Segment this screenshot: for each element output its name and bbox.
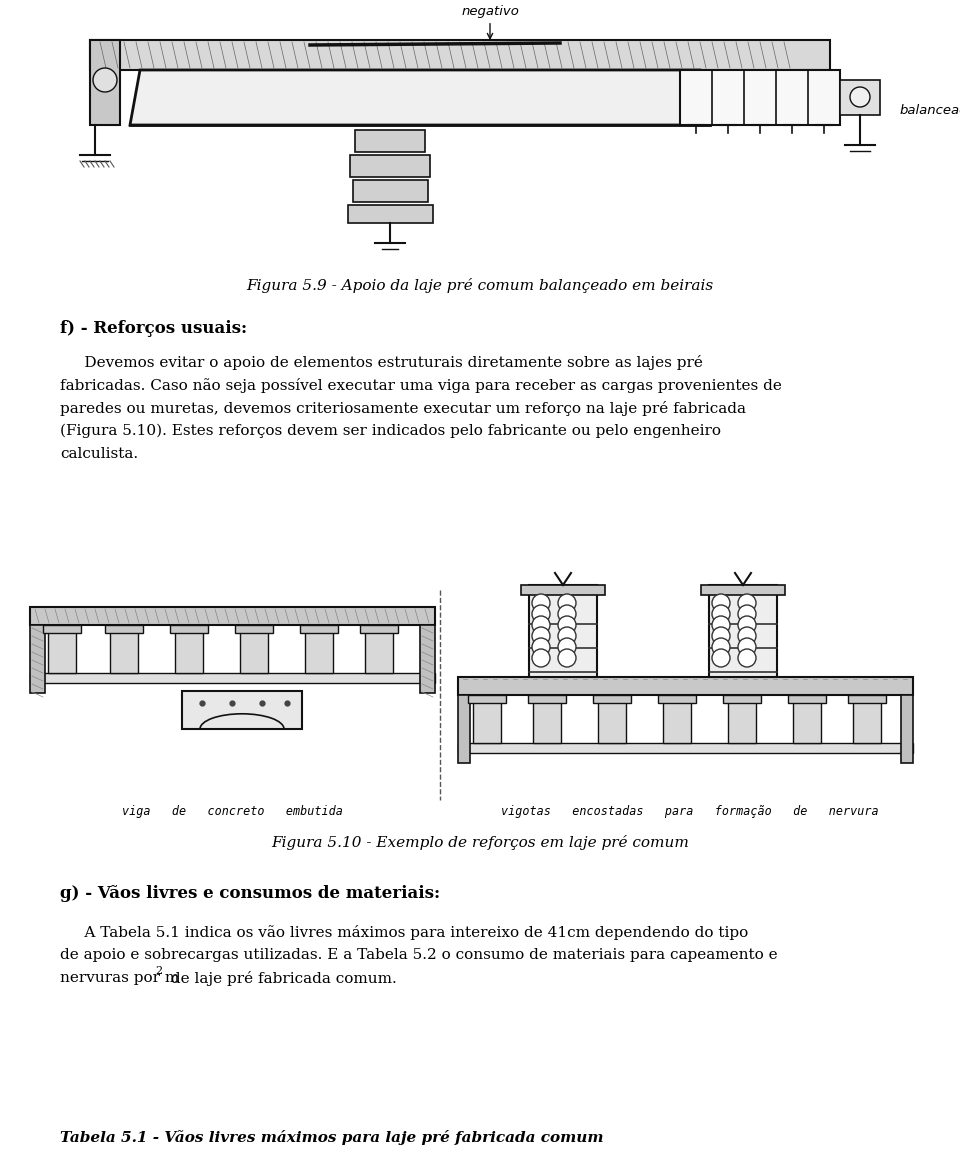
Bar xyxy=(473,695,501,743)
Text: f) - Reforços usuais:: f) - Reforços usuais: xyxy=(60,321,247,337)
Bar xyxy=(170,625,208,633)
Circle shape xyxy=(532,638,550,656)
Bar xyxy=(529,585,597,677)
Bar xyxy=(663,695,691,743)
Circle shape xyxy=(93,68,117,92)
Polygon shape xyxy=(130,70,710,125)
Bar xyxy=(458,743,913,753)
Circle shape xyxy=(738,649,756,667)
Circle shape xyxy=(532,605,550,622)
Bar xyxy=(30,673,435,683)
Bar xyxy=(353,180,428,202)
Circle shape xyxy=(738,638,756,656)
Circle shape xyxy=(558,605,576,622)
Bar xyxy=(350,154,430,177)
Bar xyxy=(840,80,880,115)
Circle shape xyxy=(712,627,730,645)
Bar xyxy=(240,625,268,673)
Circle shape xyxy=(558,615,576,634)
Text: de laje pré fabricada comum.: de laje pré fabricada comum. xyxy=(166,971,396,986)
Text: balanceado: balanceado xyxy=(900,103,960,117)
Circle shape xyxy=(532,649,550,667)
Circle shape xyxy=(738,605,756,622)
Bar xyxy=(105,625,143,633)
Bar xyxy=(48,625,76,673)
Bar xyxy=(723,695,761,703)
Text: Tabela 5.1 - Vãos livres máximos para laje pré fabricada comum: Tabela 5.1 - Vãos livres máximos para la… xyxy=(60,1130,604,1145)
Bar xyxy=(848,695,886,703)
Bar xyxy=(355,130,425,152)
Bar xyxy=(182,691,302,729)
Bar xyxy=(680,70,840,125)
Circle shape xyxy=(712,649,730,667)
Text: Figura 5.9 - Apoio da laje pré comum balançeado em beirais: Figura 5.9 - Apoio da laje pré comum bal… xyxy=(247,278,713,292)
Bar xyxy=(348,205,433,223)
Bar xyxy=(458,695,470,763)
Bar xyxy=(420,625,435,693)
Circle shape xyxy=(532,594,550,612)
Text: vigotas   encostadas   para   formação   de   nervura: vigotas encostadas para formação de nerv… xyxy=(501,805,878,818)
Bar xyxy=(43,625,81,633)
Text: (Figura 5.10). Estes reforços devem ser indicados pelo fabricante ou pelo engenh: (Figura 5.10). Estes reforços devem ser … xyxy=(60,424,721,439)
Bar xyxy=(468,695,506,703)
Circle shape xyxy=(712,605,730,622)
Bar xyxy=(901,695,913,763)
Text: Figura 5.10 - Exemplo de reforços em laje pré comum: Figura 5.10 - Exemplo de reforços em laj… xyxy=(271,835,689,849)
Bar xyxy=(528,695,566,703)
Circle shape xyxy=(532,627,550,645)
Circle shape xyxy=(558,638,576,656)
Text: de apoio e sobrecargas utilizadas. E a Tabela 5.2 o consumo de materiais para ca: de apoio e sobrecargas utilizadas. E a T… xyxy=(60,948,778,962)
Bar xyxy=(235,625,273,633)
Bar xyxy=(458,677,913,695)
Circle shape xyxy=(738,615,756,634)
Circle shape xyxy=(850,87,870,106)
Text: g) - Vãos livres e consumos de materiais:: g) - Vãos livres e consumos de materiais… xyxy=(60,885,440,902)
Bar xyxy=(658,695,696,703)
Bar xyxy=(598,695,626,743)
Circle shape xyxy=(532,615,550,634)
Text: viga   de   concreto   embutida: viga de concreto embutida xyxy=(122,805,343,818)
Bar xyxy=(300,625,338,633)
Bar xyxy=(793,695,821,743)
Circle shape xyxy=(738,594,756,612)
Text: A Tabela 5.1 indica os vão livres máximos para intereixo de 41cm dependendo do t: A Tabela 5.1 indica os vão livres máximo… xyxy=(60,925,748,940)
Circle shape xyxy=(558,627,576,645)
Text: paredes ou muretas, devemos criteriosamente executar um reforço na laje pré fabr: paredes ou muretas, devemos criteriosame… xyxy=(60,401,746,417)
Text: Devemos evitar o apoio de elementos estruturais diretamente sobre as lajes pré: Devemos evitar o apoio de elementos estr… xyxy=(60,355,703,370)
Circle shape xyxy=(558,594,576,612)
Bar xyxy=(305,625,333,673)
Bar xyxy=(788,695,826,703)
Text: fabricadas. Caso não seja possível executar uma viga para receber as cargas prov: fabricadas. Caso não seja possível execu… xyxy=(60,378,781,393)
Text: negativo: negativo xyxy=(461,5,519,39)
Bar xyxy=(30,625,45,693)
Circle shape xyxy=(558,649,576,667)
Bar xyxy=(593,695,631,703)
Bar xyxy=(90,40,830,70)
Text: calculista.: calculista. xyxy=(60,447,138,461)
Bar xyxy=(90,40,120,125)
Circle shape xyxy=(738,627,756,645)
Text: nervuras por m: nervuras por m xyxy=(60,971,180,985)
Bar xyxy=(175,625,203,673)
Circle shape xyxy=(712,638,730,656)
Bar xyxy=(709,585,777,677)
Bar xyxy=(30,607,435,625)
Bar xyxy=(728,695,756,743)
Bar xyxy=(365,625,393,673)
Circle shape xyxy=(712,594,730,612)
Bar xyxy=(853,695,881,743)
Bar xyxy=(533,695,561,743)
Circle shape xyxy=(712,615,730,634)
Bar xyxy=(110,625,138,673)
Bar xyxy=(701,585,785,596)
Bar xyxy=(521,585,605,596)
Bar xyxy=(360,625,398,633)
Text: 2: 2 xyxy=(155,966,162,976)
